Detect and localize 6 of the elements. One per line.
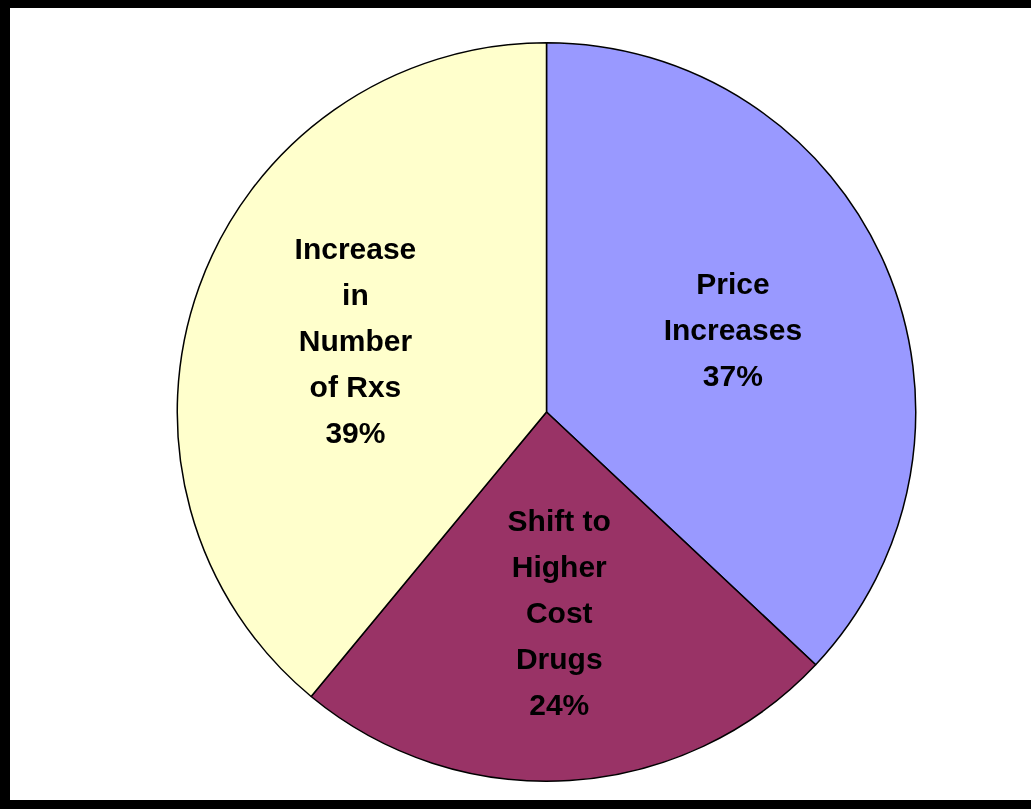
data-label: 39% bbox=[325, 416, 386, 450]
slice-label: Price Increases bbox=[663, 266, 803, 346]
data-label: 24% bbox=[529, 687, 590, 721]
slice-label: Shift to Higher Cost Drugs bbox=[507, 503, 611, 675]
data-label: 37% bbox=[702, 358, 763, 392]
slice-label: Increase in Number of Rxs bbox=[294, 232, 417, 404]
